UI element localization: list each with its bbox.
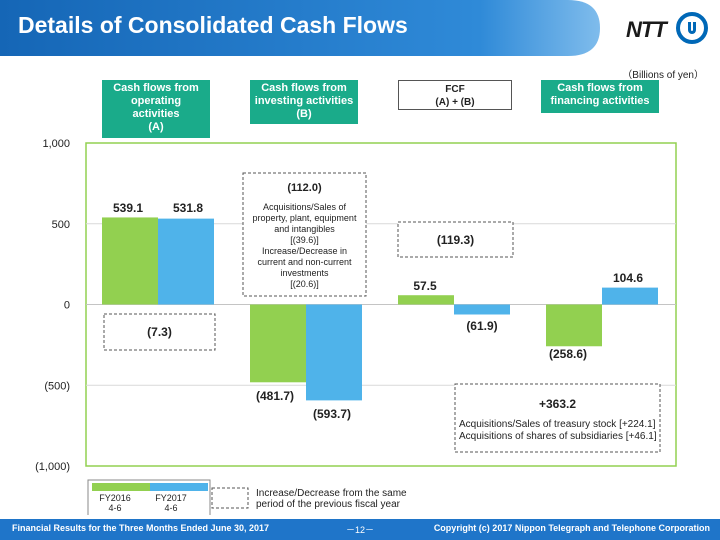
ntt-logo-icon bbox=[676, 12, 708, 44]
legend-label: FY2017 bbox=[155, 493, 187, 503]
legend-swatch-fy2017 bbox=[150, 483, 208, 491]
data-label: 57.5 bbox=[413, 279, 437, 293]
data-label: (61.9) bbox=[466, 319, 497, 333]
legend-label: 4-6 bbox=[108, 503, 121, 513]
logo-mark-inner bbox=[688, 22, 696, 34]
change-text: (7.3) bbox=[147, 325, 172, 339]
data-label: 531.8 bbox=[173, 201, 203, 215]
data-label: (258.6) bbox=[549, 347, 587, 361]
slide-title: Details of Consolidated Cash Flows bbox=[18, 12, 408, 38]
data-label: 104.6 bbox=[613, 271, 643, 285]
header-operating: Cash flows from operating activities (A) bbox=[102, 80, 210, 138]
change-box bbox=[103, 313, 216, 351]
change-text: (112.0) bbox=[287, 182, 322, 194]
header-financing: Cash flows from financing activities bbox=[541, 80, 659, 113]
y-tick-label: (1,000) bbox=[35, 461, 70, 473]
change-box bbox=[397, 221, 514, 258]
header-line: Cash flows from bbox=[261, 82, 347, 94]
bar-fy2016 bbox=[250, 304, 306, 383]
units-label: （Billions of yen） bbox=[622, 70, 704, 81]
cash-flow-chart: 1,000 500 0 (500) (1,000) 539.1 (481.7) 57.5 (25… bbox=[35, 138, 677, 515]
change-text: current and non-current bbox=[257, 257, 352, 267]
y-tick-label: 1,000 bbox=[42, 138, 70, 150]
change-text: investments bbox=[280, 268, 329, 278]
header-line: operating bbox=[130, 95, 182, 107]
change-text: Acquisitions/Sales of treasury stock [+2… bbox=[459, 419, 656, 430]
header-line: financing activities bbox=[550, 95, 650, 107]
change-text: Acquisitions of shares of subsidiaries [… bbox=[459, 431, 657, 442]
header-line: (B) bbox=[296, 108, 312, 120]
change-text: [(20.6)] bbox=[290, 279, 319, 289]
title-bar bbox=[0, 0, 600, 56]
legend-dashed-box bbox=[211, 487, 249, 509]
header-line: investing activities bbox=[254, 95, 354, 107]
logo-text: NTT bbox=[626, 17, 667, 42]
header-line: Cash flows from bbox=[113, 82, 199, 94]
header-investing: Cash flows from investing activities (B) bbox=[250, 80, 358, 124]
change-text: property, plant, equipment bbox=[253, 213, 357, 223]
legend-box-text: period of the previous fiscal year bbox=[256, 499, 401, 510]
change-box bbox=[454, 383, 661, 453]
page-number: －12－ bbox=[346, 525, 375, 535]
footer-bar bbox=[0, 519, 720, 540]
data-label: (481.7) bbox=[256, 389, 294, 403]
header-line: (A) + (B) bbox=[435, 97, 475, 108]
footer-left: Financial Results for the Three Months E… bbox=[12, 523, 270, 533]
data-label: 539.1 bbox=[113, 201, 143, 215]
header-line: FCF bbox=[445, 84, 465, 95]
bar-fy2016 bbox=[546, 304, 602, 347]
change-text: +363.2 bbox=[539, 397, 576, 411]
header-fcf: FCF (A) + (B) bbox=[398, 80, 512, 110]
y-tick-label: (500) bbox=[44, 380, 70, 392]
bar-fy2017 bbox=[454, 304, 510, 315]
header-line: (A) bbox=[148, 121, 164, 133]
data-label: (593.7) bbox=[313, 407, 351, 421]
header-line: Cash flows from bbox=[557, 82, 643, 94]
change-text: and intangibles bbox=[274, 224, 335, 234]
legend-label: FY2016 bbox=[99, 493, 131, 503]
bar-fy2016 bbox=[398, 295, 454, 305]
change-text: Acquisitions/Sales of bbox=[263, 202, 347, 212]
bar-fy2017 bbox=[158, 218, 214, 305]
legend-swatch-fy2016 bbox=[92, 483, 150, 491]
footer-copyright: Copyright (c) 2017 Nippon Telegraph and … bbox=[433, 523, 710, 533]
header-line: activities bbox=[132, 108, 180, 120]
change-box bbox=[242, 172, 367, 297]
change-text: (119.3) bbox=[437, 233, 474, 247]
bar-fy2016 bbox=[102, 217, 158, 305]
change-text: [(39.6)] bbox=[290, 235, 319, 245]
bar-fy2017 bbox=[602, 287, 658, 305]
y-tick-label: 500 bbox=[52, 219, 70, 231]
legend-box-text: Increase/Decrease from the same bbox=[256, 488, 407, 499]
change-text: Increase/Decrease in bbox=[262, 246, 347, 256]
y-tick-label: 0 bbox=[64, 300, 70, 312]
bar-fy2017 bbox=[306, 304, 362, 401]
legend-label: 4-6 bbox=[164, 503, 177, 513]
